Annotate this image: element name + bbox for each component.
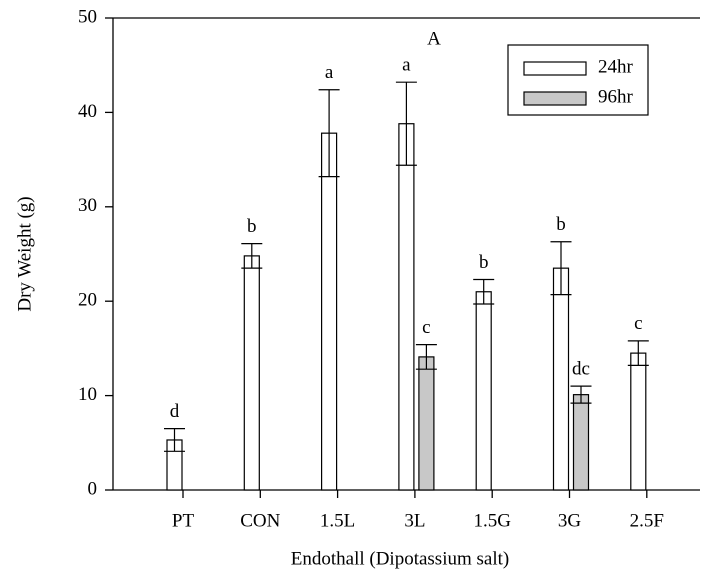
error-bar [415, 344, 437, 370]
bar [398, 123, 415, 491]
error-bar [241, 243, 263, 269]
y-tick-label: 30 [78, 195, 97, 216]
legend-swatch [523, 91, 587, 106]
x-tick-label: 2.5F [630, 510, 664, 531]
y-tick-label: 10 [78, 384, 97, 405]
significance-letter: a [325, 62, 334, 83]
y-axis-title: Dry Weight (g) [14, 196, 35, 311]
x-axis-title: Endothall (Dipotassium salt) [291, 548, 509, 569]
significance-letter: dc [572, 359, 590, 380]
bar [572, 394, 590, 491]
significance-letter: b [479, 252, 489, 273]
panel-label: A [427, 28, 441, 49]
y-tick-label: 50 [78, 6, 97, 27]
y-tick-label: 20 [78, 290, 97, 311]
x-tick-label: 3L [404, 510, 425, 531]
significance-letter: b [556, 214, 566, 235]
significance-letter: d [170, 401, 180, 422]
error-bar [473, 278, 495, 305]
error-bar [395, 81, 417, 166]
bar [243, 255, 260, 491]
x-tick-label: CON [240, 510, 280, 531]
legend-swatch [523, 61, 587, 76]
significance-letter: c [422, 317, 430, 338]
x-tick-label: 1.5G [473, 510, 511, 531]
significance-letter: b [247, 216, 257, 237]
error-bar [164, 428, 185, 452]
error-bar [318, 89, 340, 178]
significance-letter: c [634, 313, 642, 334]
error-bar [627, 340, 649, 366]
y-tick-label: 40 [78, 101, 97, 122]
bar [418, 356, 435, 491]
bar [321, 132, 338, 491]
x-tick-label: 1.5L [320, 510, 355, 531]
bar [630, 352, 647, 491]
y-tick-label: 0 [88, 478, 98, 499]
error-bar [550, 241, 572, 296]
x-tick-label: PT [172, 510, 195, 531]
bar [552, 267, 570, 491]
significance-letter: a [402, 55, 411, 76]
x-tick-label: 3G [558, 510, 582, 531]
legend-label: 96hr [598, 86, 634, 107]
legend-label: 24hr [598, 56, 634, 77]
bar [475, 291, 492, 491]
error-bar [570, 385, 592, 404]
